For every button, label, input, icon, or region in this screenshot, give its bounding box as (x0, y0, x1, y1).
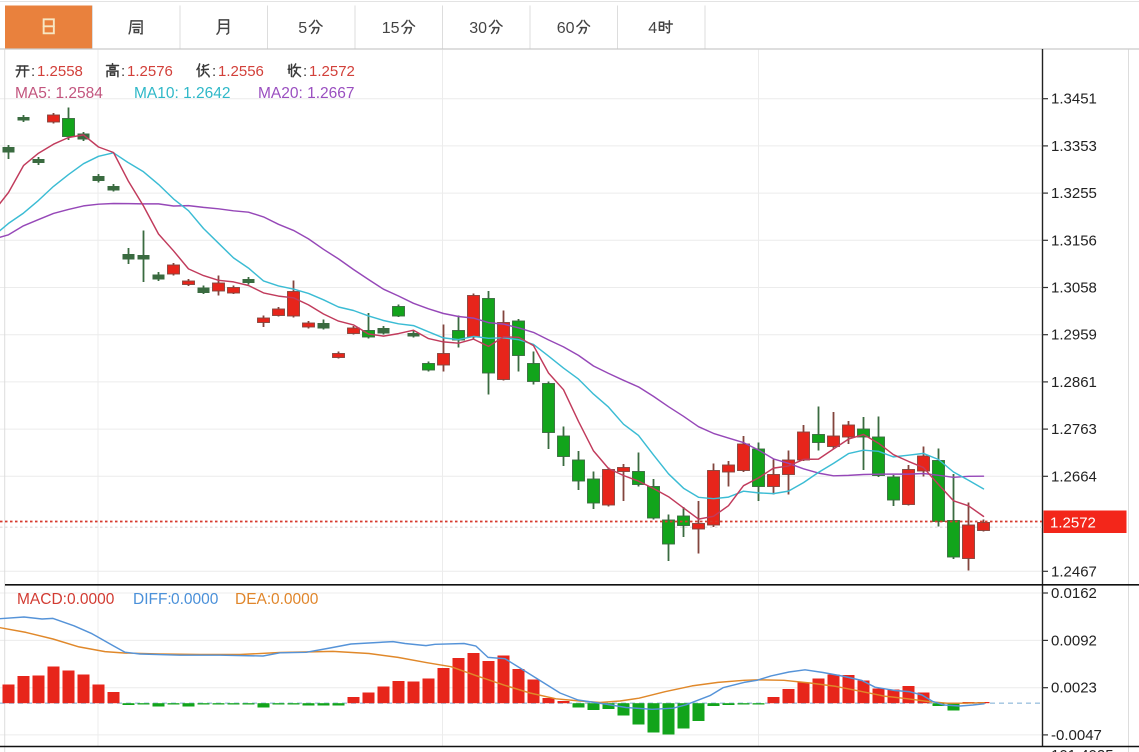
svg-text:1.2959: 1.2959 (1051, 327, 1097, 344)
svg-text:1.3353: 1.3353 (1051, 138, 1097, 155)
svg-text:-0.0047: -0.0047 (1051, 727, 1102, 744)
svg-text:MA20: 1.2667: MA20: 1.2667 (258, 85, 355, 102)
svg-text:15: 15 (382, 20, 400, 37)
svg-text:MACD:: MACD: (17, 591, 67, 608)
svg-text:1.2558: 1.2558 (37, 63, 83, 80)
svg-text:1.3156: 1.3156 (1051, 232, 1097, 249)
svg-text:0.0092: 0.0092 (1051, 632, 1097, 649)
svg-text::: : (121, 63, 125, 80)
svg-text:0.0000: 0.0000 (271, 591, 319, 608)
svg-text:0.0162: 0.0162 (1051, 585, 1097, 602)
svg-text:1.2556: 1.2556 (218, 63, 264, 80)
svg-text:1.3255: 1.3255 (1051, 185, 1097, 202)
svg-text::: : (212, 63, 216, 80)
svg-text:60: 60 (557, 20, 575, 37)
svg-text:DEA:: DEA: (235, 591, 271, 608)
svg-text:1.2664: 1.2664 (1051, 468, 1097, 485)
svg-text:1.2861: 1.2861 (1051, 374, 1097, 391)
svg-text:1.2576: 1.2576 (127, 63, 173, 80)
svg-text:MA10: 1.2642: MA10: 1.2642 (134, 85, 231, 102)
svg-text:101.4025: 101.4025 (1051, 747, 1114, 752)
svg-text:DIFF:: DIFF: (133, 591, 172, 608)
svg-text:5: 5 (298, 20, 307, 37)
svg-text:30: 30 (469, 20, 487, 37)
svg-text:0.0000: 0.0000 (171, 591, 219, 608)
svg-text:1.2467: 1.2467 (1051, 563, 1097, 580)
svg-text:1.3451: 1.3451 (1051, 91, 1097, 108)
svg-text:4: 4 (648, 20, 657, 37)
svg-text:1.2572: 1.2572 (309, 63, 355, 80)
svg-text:1.2572: 1.2572 (1050, 515, 1096, 532)
svg-text::: : (31, 63, 35, 80)
svg-text:1.2763: 1.2763 (1051, 421, 1097, 438)
svg-text:MA5: 1.2584: MA5: 1.2584 (15, 85, 103, 102)
svg-text:0.0023: 0.0023 (1051, 680, 1097, 697)
svg-text:0.0000: 0.0000 (67, 591, 115, 608)
svg-text:1.3058: 1.3058 (1051, 280, 1097, 297)
svg-text::: : (303, 63, 307, 80)
